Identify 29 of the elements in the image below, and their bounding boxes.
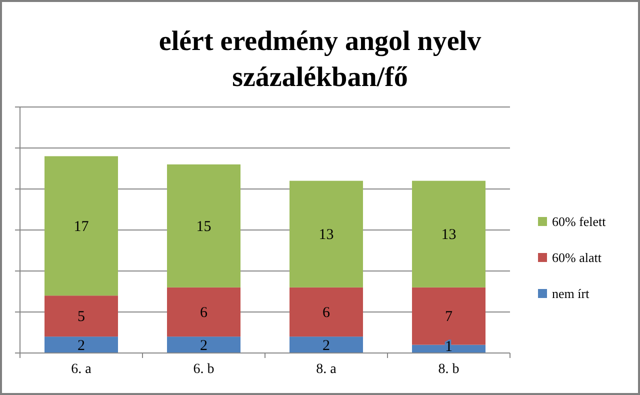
x-tick-label: 6. b	[193, 362, 214, 377]
x-tick-label: 8. b	[438, 362, 460, 377]
bar	[44, 336, 118, 353]
legend-label: nem írt	[552, 286, 590, 301]
bar	[167, 336, 240, 353]
chart-title: elért eredmény angol nyelv százalékban/fő	[158, 26, 482, 93]
data-label: 6	[322, 305, 330, 321]
x-tick-label: 6. a	[71, 362, 92, 377]
legend-label: 60% alatt	[552, 250, 602, 265]
bar	[290, 180, 363, 288]
data-label: 5	[78, 309, 85, 326]
legend-label: 60% felett	[552, 214, 606, 229]
bar	[167, 164, 240, 288]
data-label: 15	[196, 218, 212, 235]
x-tick-label: 8. a	[316, 362, 338, 377]
data-label: 2	[200, 338, 208, 354]
data-label: 13	[441, 227, 456, 244]
data-label: 7	[445, 309, 453, 326]
bar	[44, 156, 118, 296]
bar	[44, 296, 118, 337]
data-label: 2	[322, 338, 330, 354]
data-label: 13	[318, 227, 334, 244]
bar	[412, 180, 486, 288]
bar	[167, 287, 240, 337]
bar	[290, 336, 363, 353]
data-label: 17	[74, 218, 90, 235]
data-label: 2	[78, 338, 85, 354]
bar	[290, 287, 363, 337]
data-label: 6	[200, 305, 208, 321]
